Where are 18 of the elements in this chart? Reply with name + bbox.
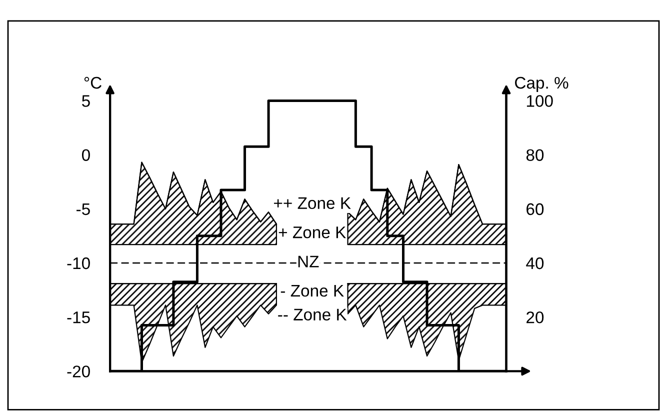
y-axis-title: °C <box>84 76 102 89</box>
y-tick-label: -5 <box>76 203 90 216</box>
annotation: + Zone K <box>278 226 346 238</box>
y-tick-label: -10 <box>67 257 90 270</box>
y2-tick-label: 60 <box>526 203 544 216</box>
y-tick-label: 5 <box>82 95 90 107</box>
y2-tick-label: 80 <box>526 149 544 161</box>
y2-tick-label: 20 <box>526 311 544 324</box>
y2-tick-label: 100 <box>526 95 553 107</box>
y2-tick-label: 40 <box>526 257 544 270</box>
y-tick-label: 0 <box>82 149 90 161</box>
y2-axis-title: Cap. % <box>515 76 568 92</box>
y-tick-label: -15 <box>67 312 90 324</box>
annotation: - Zone K <box>280 285 344 297</box>
ref-line-label: NZ <box>298 256 319 268</box>
annotation: -- Zone K <box>278 308 347 320</box>
annotation: ++ Zone K <box>274 197 351 210</box>
y-tick-label: -20 <box>67 366 90 378</box>
